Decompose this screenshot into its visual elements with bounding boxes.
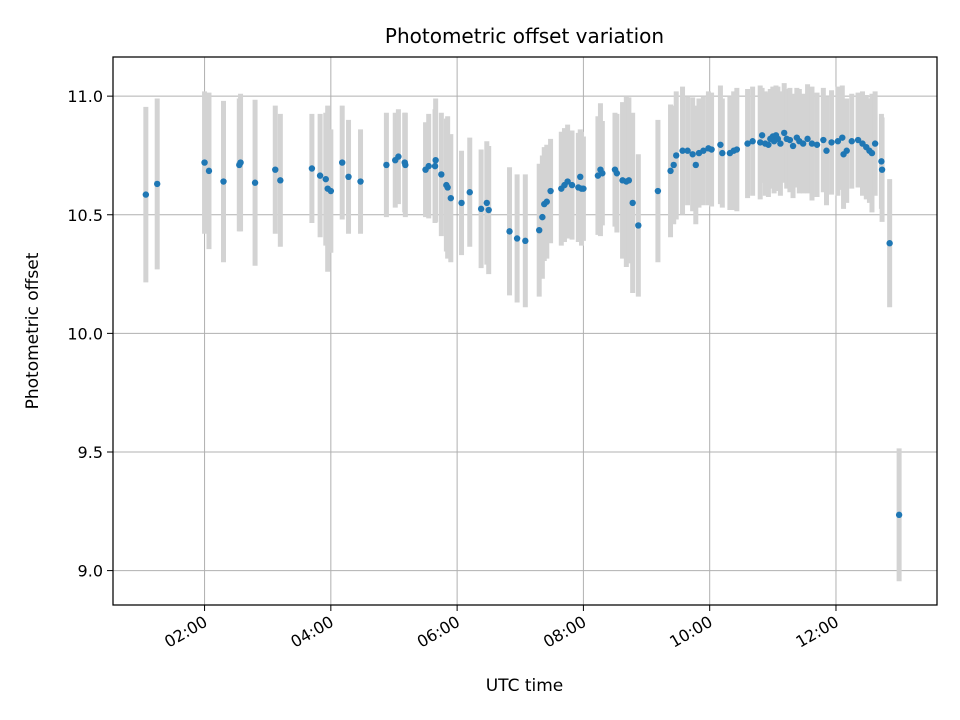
data-point: [895, 511, 903, 519]
data-point: [777, 140, 784, 147]
data-point: [201, 159, 208, 166]
data-point: [431, 162, 439, 170]
data-points: [142, 129, 903, 519]
data-point: [425, 162, 432, 170]
y-axis-label: Photometric offset: [23, 252, 43, 409]
data-point: [564, 178, 571, 185]
data-point: [757, 139, 764, 146]
data-point: [789, 142, 797, 150]
data-point: [447, 194, 455, 202]
data-point: [402, 161, 409, 169]
data-point: [878, 158, 885, 165]
plot-frame: [112, 56, 938, 606]
data-point: [744, 140, 751, 147]
data-point: [444, 184, 451, 191]
data-point: [629, 199, 636, 207]
data-point: [733, 146, 741, 153]
data-point: [580, 185, 587, 192]
data-point: [522, 237, 529, 245]
data-point: [477, 205, 485, 213]
data-point: [568, 181, 576, 189]
data-point: [327, 187, 335, 195]
data-point: [345, 173, 352, 181]
data-point: [142, 191, 150, 198]
y-tick-label: 11.0: [67, 87, 103, 106]
data-point: [799, 140, 807, 147]
data-point: [322, 175, 329, 183]
data-point: [613, 170, 621, 177]
data-point: [513, 235, 521, 242]
data-point: [625, 177, 633, 184]
data-point: [804, 135, 811, 143]
data-point: [316, 172, 324, 179]
data-point: [700, 147, 707, 154]
data-point: [543, 198, 550, 205]
data-point: [667, 167, 674, 175]
data-point: [483, 199, 490, 207]
data-point: [813, 141, 821, 148]
data-point: [272, 166, 279, 173]
data-point: [205, 167, 213, 175]
data-point: [153, 180, 161, 188]
data-point: [820, 136, 827, 144]
data-point: [692, 161, 699, 169]
data-point: [774, 135, 782, 143]
data-point: [670, 161, 677, 169]
data-point: [438, 171, 445, 178]
x-axis-label: UTC time: [486, 676, 564, 696]
data-point: [758, 132, 766, 139]
data-point: [577, 173, 584, 181]
y-tick-label: 9.0: [78, 562, 103, 581]
data-point: [749, 138, 756, 145]
data-point: [843, 147, 850, 154]
y-tick-label: 10.5: [67, 206, 103, 225]
data-point: [237, 159, 244, 166]
data-point: [220, 178, 227, 185]
data-point: [828, 139, 835, 146]
data-point: [780, 129, 788, 137]
data-point: [679, 147, 686, 154]
data-point: [458, 199, 465, 207]
data-point: [395, 153, 402, 160]
data-point: [536, 226, 543, 234]
chart-title: Photometric offset variation: [385, 24, 664, 48]
data-point: [719, 149, 726, 157]
data-point: [786, 136, 794, 144]
data-point: [839, 134, 846, 141]
data-point: [854, 136, 862, 144]
data-point: [308, 165, 316, 172]
y-tick-label: 9.5: [78, 443, 103, 462]
data-point: [673, 152, 680, 159]
data-point: [878, 166, 886, 173]
data-point: [823, 147, 830, 154]
data-point: [339, 159, 346, 166]
data-point: [277, 177, 284, 184]
data-point: [708, 146, 715, 153]
data-point: [765, 141, 772, 148]
data-point: [466, 189, 473, 196]
data-point: [848, 138, 855, 145]
y-axis-ticks: 9.0 9.5 10.0 10.5 11.0: [67, 87, 113, 581]
data-point: [689, 151, 696, 158]
data-point: [432, 156, 439, 164]
data-point: [886, 240, 893, 247]
data-point: [539, 213, 546, 221]
data-point: [654, 187, 662, 195]
data-point: [357, 178, 364, 185]
y-tick-label: 10.0: [67, 324, 103, 343]
data-point: [808, 140, 816, 147]
data-point: [383, 161, 390, 169]
data-point: [717, 141, 724, 148]
data-point: [868, 149, 876, 157]
data-point: [635, 222, 642, 229]
data-point: [251, 179, 259, 186]
data-point: [871, 140, 879, 147]
data-point: [485, 206, 492, 214]
data-point: [599, 170, 606, 177]
data-point: [506, 228, 513, 235]
data-point: [684, 147, 691, 154]
data-point: [834, 138, 842, 145]
data-point: [547, 187, 554, 195]
